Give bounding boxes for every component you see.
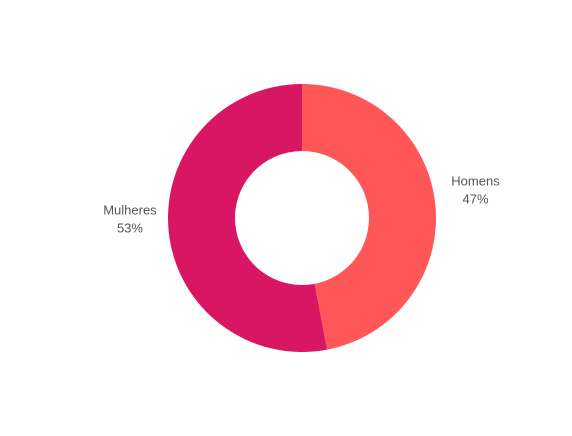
slice-labels: Homens 47% Mulheres 53% [103,173,500,235]
donut-slices [167,83,436,353]
slice-percent-homens: 47% [463,191,489,206]
slice-percent-mulheres: 53% [117,221,143,236]
slice-homens [302,84,436,350]
slice-label-homens: Homens [451,173,500,188]
slice-label-mulheres: Mulheres [103,203,157,218]
slice-mulheres [167,83,328,353]
